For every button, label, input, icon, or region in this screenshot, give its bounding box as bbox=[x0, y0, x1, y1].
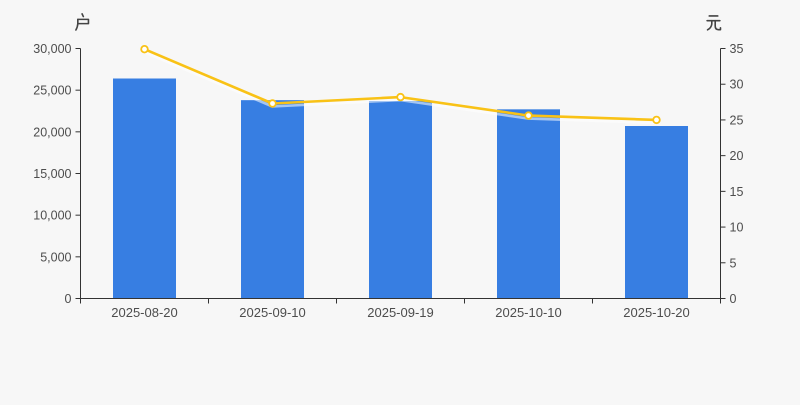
y-axis-right-tick-label: 15 bbox=[730, 185, 744, 199]
x-axis-category-label: 2025-10-20 bbox=[623, 305, 690, 320]
y-axis-left-tick-label: 20,000 bbox=[33, 125, 71, 139]
price-point-2025-08-20[interactable] bbox=[140, 45, 149, 54]
y-axis-left-tick-label: 10,000 bbox=[33, 209, 71, 223]
price-point-2025-10-20[interactable] bbox=[652, 115, 661, 125]
y-axis-right-tick-label: 0 bbox=[730, 292, 737, 306]
price-point-2025-09-19[interactable] bbox=[396, 92, 405, 102]
y-axis-left-tick-label: 30,000 bbox=[33, 42, 71, 56]
y-axis-left-tick-label: 15,000 bbox=[33, 167, 71, 181]
x-axis-category-label: 2025-09-19 bbox=[367, 305, 434, 320]
y-axis-left-tick-label: 5,000 bbox=[40, 250, 71, 264]
y-axis-right-tick-label: 20 bbox=[730, 149, 744, 163]
x-axis-category-label: 2025-08-20 bbox=[111, 305, 178, 320]
bar-2025-09-19[interactable] bbox=[369, 101, 432, 299]
price-point-2025-09-10[interactable] bbox=[268, 99, 277, 108]
y-axis-left-tick-label: 0 bbox=[65, 292, 72, 306]
y-axis-left-tick-label: 25,000 bbox=[33, 84, 71, 98]
y-axis-right-tick-label: 35 bbox=[730, 42, 744, 56]
bar-2025-10-10[interactable] bbox=[497, 109, 560, 299]
x-axis-category-label: 2025-09-10 bbox=[239, 305, 306, 320]
y-axis-right-tick-label: 25 bbox=[730, 113, 744, 127]
y-axis-right-tick-label: 30 bbox=[730, 78, 744, 92]
price-point-2025-10-10[interactable] bbox=[524, 111, 533, 120]
y-axis-right-tick-label: 5 bbox=[730, 256, 737, 270]
x-axis-category-label: 2025-10-10 bbox=[495, 305, 562, 320]
left-axis-unit-hu-glyph bbox=[75, 13, 90, 31]
right-axis-unit-yuan-glyph bbox=[706, 15, 722, 31]
y-axis-right-tick-label: 10 bbox=[730, 221, 744, 235]
bar-2025-10-20[interactable] bbox=[625, 126, 688, 299]
bar-2025-08-20[interactable] bbox=[113, 78, 176, 299]
bar-2025-09-10[interactable] bbox=[241, 100, 304, 299]
